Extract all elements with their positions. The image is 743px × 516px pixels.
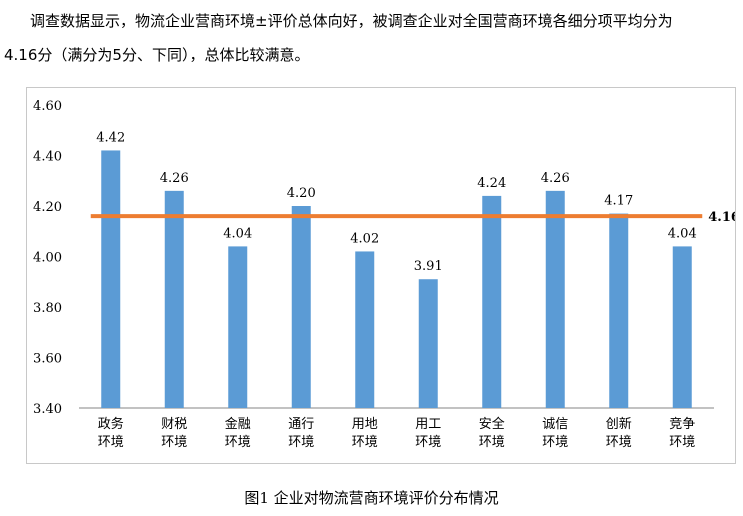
data-label: 4.24 — [477, 176, 506, 191]
chart-frame: 3.40 3.60 3.80 4.00 4.20 4.40 4.60 4.42 政务环境 4.26… — [26, 87, 740, 464]
x-tick-label: 通行 — [288, 417, 314, 432]
bar — [101, 150, 121, 408]
bar — [672, 246, 692, 408]
average-label: 4.16 — [708, 210, 735, 225]
figure-caption: 图1 企业对物流营商环境评价分布情况 — [244, 489, 499, 507]
y-tick-label: 3.60 — [33, 352, 62, 367]
data-label: 4.17 — [604, 194, 633, 209]
x-tick-label: 用地 — [352, 417, 378, 432]
bar — [545, 190, 565, 408]
x-tick-label: 环境 — [288, 435, 314, 450]
x-tick-label: 竞争 — [669, 416, 695, 432]
x-tick-label: 环境 — [98, 435, 124, 450]
bar — [609, 213, 629, 408]
paragraph-line-2: 4.16分（满分为5分、下同），总体比较满意。 — [4, 46, 310, 64]
data-label: 4.04 — [668, 226, 697, 241]
data-label: 4.42 — [96, 130, 125, 145]
y-tick-label: 3.80 — [33, 301, 62, 316]
x-tick-label: 政务 — [98, 416, 124, 432]
data-label: 3.91 — [414, 259, 443, 274]
x-tick-label: 环境 — [542, 435, 568, 450]
y-tick-label: 4.60 — [33, 99, 62, 114]
bar — [228, 246, 248, 408]
x-tick-label: 环境 — [606, 435, 632, 450]
y-tick-label: 4.40 — [33, 150, 62, 165]
x-tick-label: 环境 — [225, 435, 251, 450]
x-tick-label: 安全 — [479, 416, 505, 432]
x-tick-label: 环境 — [479, 435, 505, 450]
x-tick-label: 用工 — [415, 417, 441, 432]
y-tick-label: 3.40 — [33, 402, 62, 417]
x-tick-label: 金融 — [225, 416, 251, 432]
y-tick-label: 4.20 — [33, 200, 62, 215]
data-label: 4.04 — [223, 226, 252, 241]
x-tick-label: 财税 — [161, 417, 187, 432]
bar — [482, 195, 502, 408]
data-label: 4.26 — [541, 171, 570, 186]
x-tick-label: 环境 — [161, 435, 187, 450]
x-tick-label: 环境 — [415, 435, 441, 450]
x-tick-label: 环境 — [669, 435, 695, 450]
x-tick-label: 环境 — [352, 435, 378, 450]
data-label: 4.02 — [350, 231, 379, 246]
bar — [355, 251, 375, 408]
paragraph-line-1: 调查数据显示，物流企业营商环境±评价总体向好，被调查企业对全国营商环境各细分项平… — [30, 12, 673, 30]
data-label: 4.26 — [160, 171, 189, 186]
bar — [418, 279, 438, 408]
x-tick-label: 创新 — [606, 416, 632, 432]
data-label: 4.20 — [287, 186, 316, 201]
bar — [164, 190, 184, 408]
y-tick-label: 4.00 — [33, 251, 62, 266]
bar — [291, 206, 311, 408]
x-tick-label: 诚信 — [542, 417, 568, 432]
